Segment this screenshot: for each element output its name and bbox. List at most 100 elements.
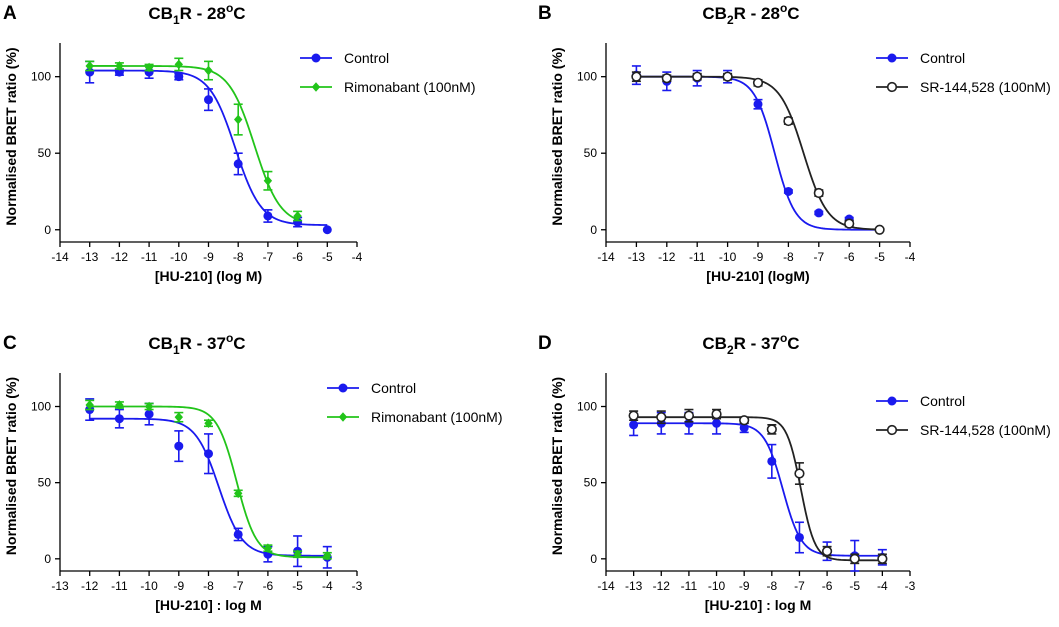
panel-letter: C	[3, 333, 17, 354]
legend-label: Control	[371, 380, 416, 396]
data-point	[293, 211, 302, 221]
data-point	[263, 211, 273, 221]
x-tick-label: -6	[263, 579, 274, 593]
data-point	[844, 218, 855, 229]
data-point	[661, 73, 672, 84]
x-tick-label: -14	[597, 250, 615, 264]
data-point	[233, 159, 243, 169]
data-point	[794, 532, 804, 542]
legend-marker	[338, 383, 348, 393]
data-point	[783, 186, 793, 196]
data-point	[722, 71, 733, 82]
x-tick-label: -9	[753, 250, 764, 264]
x-tick-label: -3	[905, 579, 916, 593]
x-tick-label: -12	[81, 579, 99, 593]
data-point	[174, 72, 184, 82]
series-rimonabant-100nm	[85, 399, 332, 561]
data-point	[204, 65, 213, 76]
data-point	[85, 400, 94, 410]
y-tick-label: 100	[577, 400, 597, 414]
data-point	[739, 415, 750, 426]
fit-curve	[89, 65, 298, 221]
legend-marker	[887, 396, 897, 406]
x-tick-label: -8	[783, 250, 794, 264]
x-tick-label: -9	[203, 250, 214, 264]
x-tick-label: -12	[653, 579, 671, 593]
data-point	[234, 488, 243, 499]
panel-c: C CB1R - 37oC -13 -12 -11 -10 -9 -8 -7 -6 -5 -4 -3 0 5…	[3, 331, 503, 613]
x-tick-label: -12	[111, 250, 129, 264]
x-tick-label: -8	[766, 579, 777, 593]
data-point	[263, 543, 273, 553]
fit-curve	[89, 69, 328, 226]
data-point	[813, 187, 824, 199]
x-tick-label: -11	[681, 579, 698, 593]
legend-marker	[886, 81, 898, 93]
y-axis-label: Normalised BRET ratio (%)	[549, 47, 565, 225]
fit-curve	[633, 422, 883, 557]
y-tick-label: 0	[44, 552, 51, 566]
data-point	[631, 71, 642, 82]
chart-title: CB2R - 28oC	[702, 1, 799, 27]
data-point	[204, 449, 213, 459]
y-tick-label: 100	[577, 70, 597, 84]
x-axis-label: [HU-210] : log M	[705, 597, 812, 613]
panel-a: A CB1R - 28oC -14 -13 -12 -11 -10 -9 -8 -7 -6 -5 -4 0…	[3, 1, 476, 284]
legend-label: Control	[920, 393, 965, 409]
data-point	[712, 418, 722, 428]
chart-title: CB1R - 28oC	[148, 1, 245, 27]
data-point	[174, 412, 183, 422]
data-point	[322, 225, 332, 235]
data-point	[263, 175, 273, 186]
y-tick-label: 50	[38, 146, 52, 160]
x-tick-label: -7	[263, 250, 274, 264]
data-point	[115, 61, 124, 71]
data-point	[144, 62, 154, 73]
x-tick-label: -5	[874, 250, 885, 264]
panel-d: D CB2R - 37oC -14 -13 -12 -11 -10 -9 -8 -7 -6 -5 -4 -…	[538, 331, 1051, 613]
data-point	[144, 401, 154, 412]
x-axis-label: [HU-210] : log M	[155, 597, 262, 613]
data-point	[656, 412, 667, 423]
x-tick-label: -9	[739, 579, 750, 593]
y-tick-label: 50	[584, 476, 598, 490]
data-point	[874, 224, 885, 235]
chart-title: CB2R - 37oC	[702, 331, 799, 357]
data-point	[629, 420, 639, 430]
y-tick-label: 0	[44, 223, 51, 237]
legend-marker	[311, 82, 321, 92]
legend-marker	[887, 53, 897, 63]
data-point	[752, 77, 764, 88]
y-axis-label: Normalised BRET ratio (%)	[3, 377, 19, 555]
series-control	[85, 60, 332, 235]
y-tick-label: 0	[590, 223, 597, 237]
x-tick-label: -8	[233, 250, 244, 264]
data-point	[766, 424, 777, 435]
data-point	[85, 61, 94, 71]
y-tick-label: 0	[590, 552, 597, 566]
x-tick-label: -5	[849, 579, 860, 593]
data-point	[739, 423, 749, 433]
series-rimonabant-100nm	[85, 57, 303, 222]
data-point	[115, 400, 124, 410]
legend-label: Control	[920, 50, 965, 66]
series-sr-144-528-100nm	[631, 71, 885, 235]
x-tick-label: -4	[877, 579, 888, 593]
data-point	[234, 114, 243, 125]
x-axis-label: [HU-210] (log M)	[155, 268, 262, 284]
series-control	[631, 65, 885, 235]
x-tick-label: -8	[203, 579, 214, 593]
data-point	[814, 208, 824, 218]
data-point	[794, 468, 805, 479]
x-tick-label: -6	[844, 250, 855, 264]
x-tick-label: -14	[597, 579, 615, 593]
data-point	[233, 529, 243, 539]
x-tick-label: -4	[905, 250, 916, 264]
data-point	[323, 550, 332, 561]
x-tick-label: -10	[140, 579, 158, 593]
x-tick-label: -13	[81, 250, 99, 264]
legend-marker	[338, 412, 348, 422]
fit-curve	[633, 416, 883, 562]
x-tick-label: -11	[141, 250, 158, 264]
data-point	[783, 115, 794, 127]
